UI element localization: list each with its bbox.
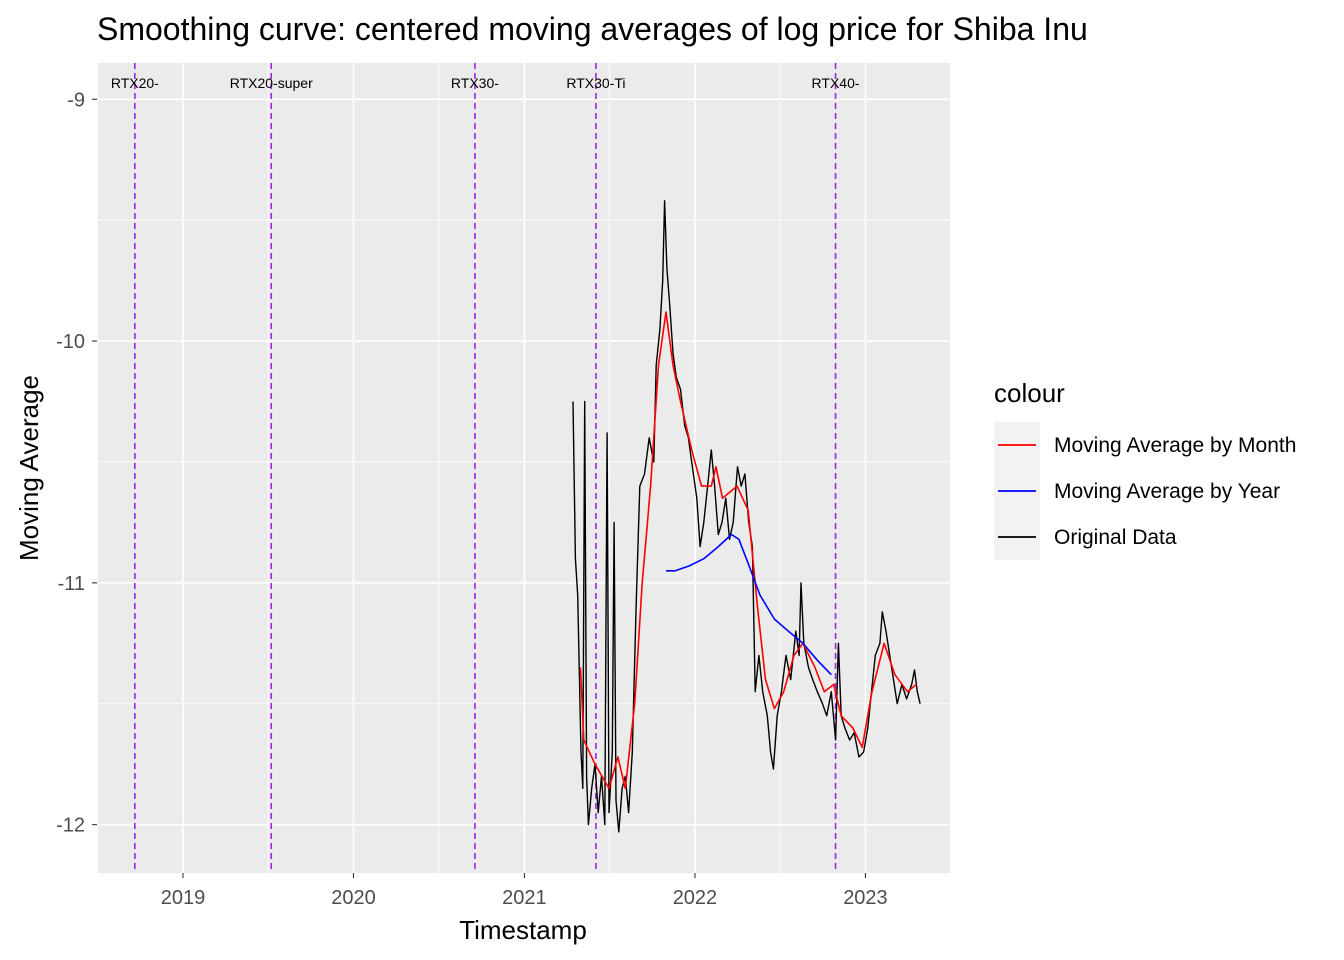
- grid-lines: [97, 63, 950, 873]
- x-tick-label: 2019: [161, 887, 206, 909]
- y-tick-label: -9: [67, 89, 85, 111]
- legend-label: Original Data: [1054, 526, 1177, 549]
- legend-title: colour: [994, 378, 1065, 408]
- plot-panel: [97, 63, 950, 873]
- x-tick-label: 2022: [673, 887, 718, 909]
- y-axis-title: Moving Average: [14, 375, 44, 561]
- original-data-line: [572, 200, 921, 833]
- y-tick-label: -10: [56, 331, 85, 353]
- y-tick-label: -12: [56, 815, 85, 837]
- event-line-label: RTX20-: [111, 75, 159, 91]
- event-line-label: RTX30-Ti: [566, 75, 625, 91]
- event-line-label: RTX40-: [812, 75, 860, 91]
- x-axis-title: Timestamp: [459, 915, 587, 945]
- legend-label: Moving Average by Month: [1054, 434, 1296, 457]
- series-lines: [572, 200, 921, 833]
- event-lines: RTX20- RTX20-super RTX30- RTX30-Ti RTX40-: [111, 63, 860, 873]
- legend-label: Moving Average by Year: [1054, 480, 1280, 503]
- x-tick-label: 2021: [502, 887, 547, 909]
- event-line-label: RTX30-: [451, 75, 499, 91]
- moving-average-by-year-line: [666, 533, 832, 676]
- x-tick-label: 2023: [843, 887, 888, 909]
- chart-title: Smoothing curve: centered moving average…: [97, 11, 1088, 47]
- legend: colour Moving Average by Month Moving Ave…: [994, 378, 1296, 560]
- axis-ticks: 2019 2020 2021 2022 2023 -9 -10 -11 -12: [56, 89, 888, 909]
- y-tick-label: -11: [58, 573, 85, 595]
- moving-average-by-month-line: [579, 311, 917, 790]
- event-line-label: RTX20-super: [230, 75, 313, 91]
- x-tick-label: 2020: [331, 887, 376, 909]
